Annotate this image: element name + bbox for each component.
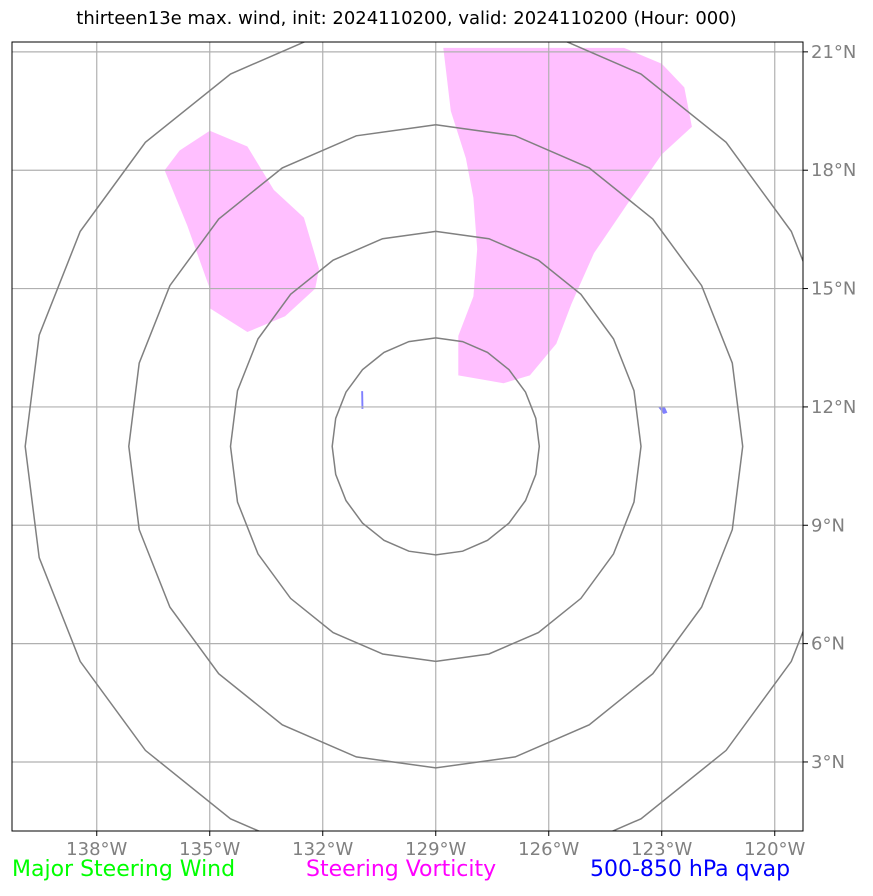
map-title: thirteen13e max. wind, init: 2024110200,… [76, 8, 737, 29]
qvap-layer [361, 391, 668, 414]
latitude-tick-label: 9°N [811, 515, 845, 536]
qvap-region [658, 406, 668, 414]
longitude-tick-label: 126°W [518, 839, 579, 860]
latitude-tick-label: 3°N [811, 752, 845, 773]
legend-major-steering-wind: Major Steering Wind [12, 857, 236, 882]
latitude-tick-label: 21°N [811, 42, 856, 63]
longitude-tick-labels: 138°W 135°W 132°W 129°W 126°W 123°W 120°W [66, 831, 806, 860]
plot-area [12, 42, 803, 831]
range-ring [331, 337, 541, 556]
longitude-tick-label: 132°W [292, 839, 353, 860]
range-ring [128, 124, 744, 769]
latitude-tick-label: 6°N [811, 634, 845, 655]
latitude-tick-label: 18°N [811, 160, 856, 181]
longitude-tick-label: 135°W [179, 839, 240, 860]
qvap-region [361, 391, 364, 409]
range-ring [229, 230, 642, 663]
legend-qvap: 500-850 hPa qvap [590, 857, 791, 882]
vorticity-region [164, 130, 319, 332]
longitude-tick-label: 129°W [405, 839, 466, 860]
range-rings [24, 42, 803, 831]
legend-steering-vorticity: Steering Vorticity [306, 857, 497, 882]
latitude-tick-label: 15°N [811, 279, 856, 300]
map-frame [11, 41, 804, 832]
latitude-tick-label: 12°N [811, 397, 856, 418]
gridlines [12, 42, 803, 831]
latitude-tick-labels: 3°N 6°N 9°N 12°N 15°N 18°N 21°N [803, 42, 856, 773]
vorticity-region [443, 47, 692, 384]
vorticity-layer [164, 47, 692, 384]
range-ring [24, 42, 803, 831]
longitude-tick-label: 123°W [631, 839, 692, 860]
longitude-tick-label: 138°W [66, 839, 127, 860]
longitude-tick-label: 120°W [744, 839, 805, 860]
